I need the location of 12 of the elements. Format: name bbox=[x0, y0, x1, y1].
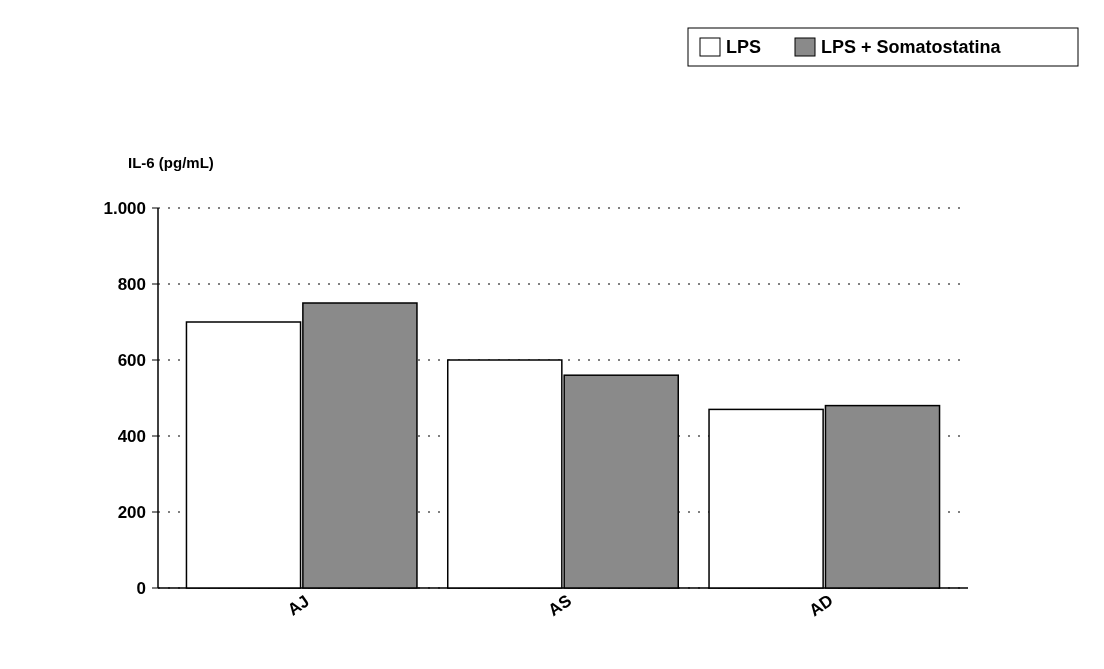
y-tick-label: 200 bbox=[117, 502, 146, 522]
y-tick-label: 600 bbox=[117, 350, 146, 370]
y-tick-label: 800 bbox=[117, 274, 146, 294]
y-tick-label: 400 bbox=[117, 426, 146, 446]
x-tick-label: AS bbox=[544, 590, 575, 621]
x-tick-label: AJ bbox=[284, 591, 313, 620]
y-tick-label: 1.000 bbox=[103, 198, 146, 218]
legend-label: LPS bbox=[726, 37, 762, 58]
x-tick-label: AD bbox=[805, 590, 837, 621]
y-tick-label: 0 bbox=[136, 578, 146, 598]
legend-label: LPS + Somatostatina bbox=[821, 37, 1002, 58]
y-axis-title: IL-6 (pg/mL) bbox=[128, 154, 214, 171]
